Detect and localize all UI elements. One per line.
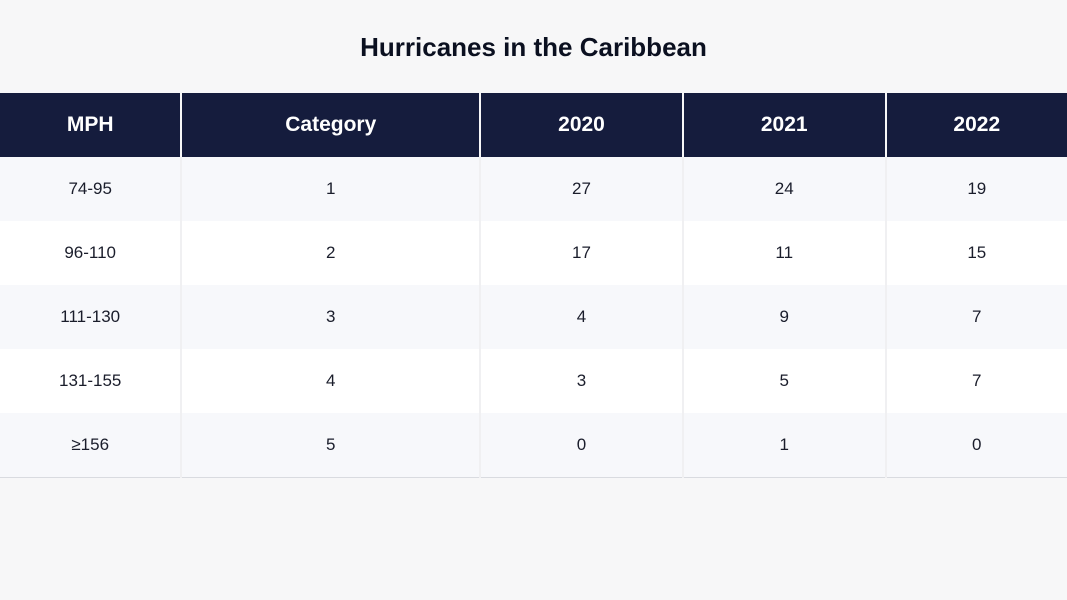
cell: 1 (181, 157, 480, 221)
col-header-2021: 2021 (683, 93, 886, 157)
cell: 0 (480, 413, 683, 478)
cell: 2 (181, 221, 480, 285)
col-header-2020: 2020 (480, 93, 683, 157)
table-row: 131-155 4 3 5 7 (0, 349, 1067, 413)
page-title: Hurricanes in the Caribbean (0, 32, 1067, 63)
table-row: 74-95 1 27 24 19 (0, 157, 1067, 221)
cell: 19 (886, 157, 1067, 221)
cell: 11 (683, 221, 886, 285)
cell: 5 (181, 413, 480, 478)
cell: 17 (480, 221, 683, 285)
cell: 3 (181, 285, 480, 349)
cell: 9 (683, 285, 886, 349)
cell: 0 (886, 413, 1067, 478)
cell: 4 (480, 285, 683, 349)
cell: 24 (683, 157, 886, 221)
cell: 4 (181, 349, 480, 413)
table-header-row: MPH Category 2020 2021 2022 (0, 93, 1067, 157)
cell: 15 (886, 221, 1067, 285)
cell: 27 (480, 157, 683, 221)
table-row: ≥156 5 0 1 0 (0, 413, 1067, 478)
cell: 1 (683, 413, 886, 478)
col-header-2022: 2022 (886, 93, 1067, 157)
cell: 131-155 (0, 349, 181, 413)
cell: 7 (886, 285, 1067, 349)
cell: 111-130 (0, 285, 181, 349)
cell: 7 (886, 349, 1067, 413)
cell: ≥156 (0, 413, 181, 478)
table-row: 96-110 2 17 11 15 (0, 221, 1067, 285)
col-header-category: Category (181, 93, 480, 157)
table-row: 111-130 3 4 9 7 (0, 285, 1067, 349)
cell: 5 (683, 349, 886, 413)
cell: 3 (480, 349, 683, 413)
cell: 96-110 (0, 221, 181, 285)
page: Hurricanes in the Caribbean MPH Category… (0, 0, 1067, 478)
col-header-mph: MPH (0, 93, 181, 157)
cell: 74-95 (0, 157, 181, 221)
hurricane-table: MPH Category 2020 2021 2022 74-95 1 27 2… (0, 93, 1067, 478)
